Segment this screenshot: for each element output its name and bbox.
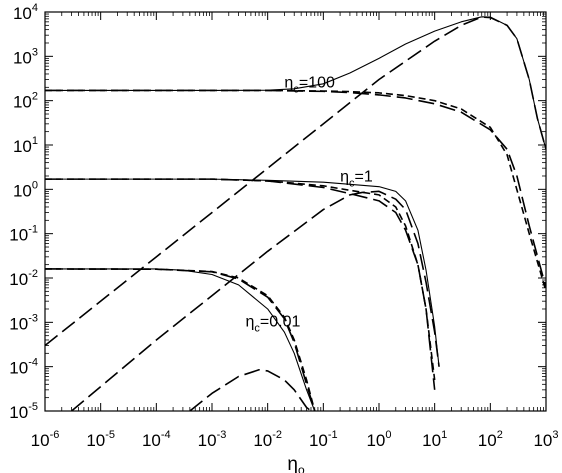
x-tick-label: 102 xyxy=(478,429,503,450)
series-line-long-dash xyxy=(71,190,440,411)
x-tick-label: 10-6 xyxy=(31,429,60,450)
curve-annotation: ηc=100 xyxy=(284,74,335,95)
y-tick-label: 104 xyxy=(13,2,38,23)
y-tick-label: 102 xyxy=(13,91,38,112)
curve-annotations: ηc=100 ηc=1 ηc=0.01 xyxy=(246,74,373,334)
series-line-solid xyxy=(45,268,316,411)
curve-annotation: ηc=0.01 xyxy=(246,314,301,335)
x-tick-label: 101 xyxy=(422,429,447,450)
y-tick-label: 100 xyxy=(13,179,38,200)
y-tick-label: 10-3 xyxy=(9,312,38,333)
x-axis-label: ηo xyxy=(287,454,305,473)
y-tick-label: 10-2 xyxy=(9,268,38,289)
x-tick-label: 10-4 xyxy=(142,429,171,450)
y-tick-label: 101 xyxy=(13,135,38,156)
x-tick-label: 10-5 xyxy=(86,429,115,450)
x-tick-label: 10-3 xyxy=(198,429,227,450)
series-line-short-dash xyxy=(45,178,436,381)
series-line-long-dash xyxy=(45,268,316,411)
series-lines xyxy=(45,16,546,411)
y-tick-label: 10-4 xyxy=(9,357,38,378)
series-line-long-dash xyxy=(45,89,546,289)
axis-ticks xyxy=(44,11,547,412)
x-tick-label: 10-2 xyxy=(253,429,282,450)
y-tick-label: 103 xyxy=(13,46,38,67)
x-tick-label: 103 xyxy=(533,429,558,450)
y-tick-labels: 10-5 10-4 10-3 10-2 10-1 100 101 102 103 104 xyxy=(9,2,38,422)
series-line-long-dash xyxy=(45,178,436,390)
y-tick-label: 10-1 xyxy=(9,224,38,245)
curve-annotation: ηc=1 xyxy=(340,169,373,190)
plot-frame xyxy=(44,11,547,412)
x-tick-labels: 10-6 10-5 10-4 10-3 10-2 10-1 100 101 102 103 xyxy=(31,429,559,450)
y-tick-label: 10-5 xyxy=(9,401,38,422)
series-line-long-dash xyxy=(189,369,312,411)
x-tick-label: 100 xyxy=(366,429,391,450)
x-tick-label: 10-1 xyxy=(309,429,338,450)
series-line-short-dash xyxy=(45,89,546,292)
series-line-short-dash xyxy=(45,268,316,411)
series-line-solid xyxy=(45,178,440,367)
